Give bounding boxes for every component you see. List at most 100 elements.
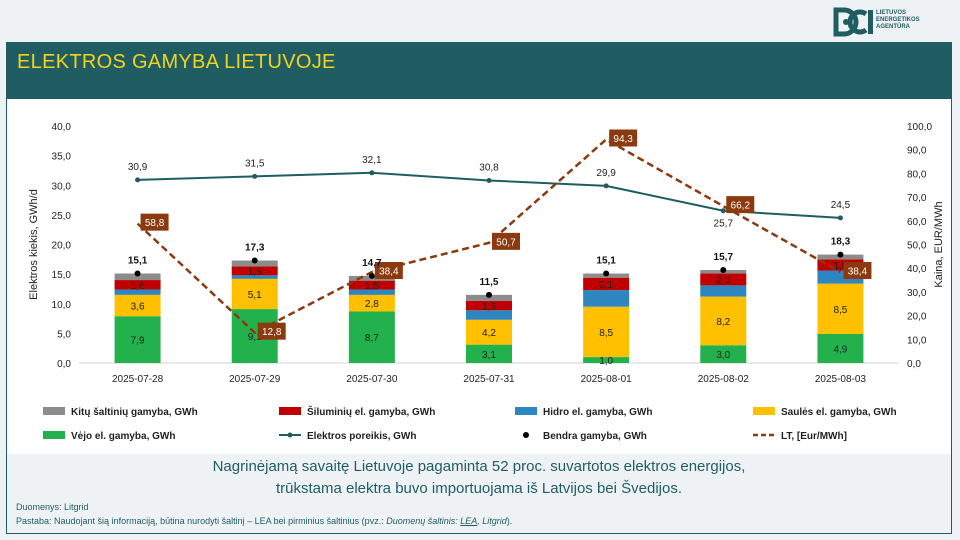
bar-solar: [348, 294, 395, 312]
bar-wind: [700, 345, 747, 363]
bar-solar: [583, 306, 630, 358]
bar-value-label: 2,1: [599, 280, 613, 291]
legend-label: Elektros poreikis, GWh: [307, 431, 416, 442]
price-label-box: [609, 129, 638, 147]
bar-thermal: [466, 300, 512, 311]
price-label-box: [257, 322, 286, 340]
price-label-box: [843, 261, 872, 279]
bar-value-label: 3,1: [482, 350, 496, 361]
total-label: 15,1: [596, 256, 616, 267]
y-tick-label: 20,0: [52, 241, 72, 252]
total-label: 17,3: [245, 242, 265, 253]
bar-solar: [817, 283, 864, 334]
bar-value-label: 8,7: [365, 333, 379, 344]
bar-value-label: 4,9: [833, 344, 847, 355]
bar-thermal: [583, 277, 630, 291]
price-label-box: [140, 213, 169, 231]
y-tick-label: 15,0: [52, 270, 72, 281]
slide-header: ELEKTROS GAMYBA LIETUVOJE: [7, 43, 951, 99]
usage-note: Pastaba: Naudojant šią informaciją, būti…: [16, 516, 512, 526]
bar-hydro: [348, 289, 395, 295]
legend-label: Bendra gamyba, GWh: [543, 431, 647, 442]
y2-tick-label: 10,0: [907, 335, 927, 346]
summary-line2: trūkstama elektra buvo importuojama iš L…: [275, 480, 683, 497]
chart-area: 0,0 5,0 10,0 15,0 20,0 25,0 30,0 35,0 40,0 0,0 10,…: [7, 99, 951, 454]
total-label: 14,7: [362, 258, 382, 269]
price-label: 50,7: [496, 237, 516, 248]
bar-value-label: 8,5: [599, 328, 613, 339]
y-tick-label: 10,0: [52, 300, 72, 311]
bar-thermal: [114, 280, 161, 290]
bar-solar: [466, 319, 512, 345]
legend-swatch-point: [287, 432, 293, 438]
bar-value-label: 1,9: [833, 261, 847, 272]
note-italic2: , Litgrid: [477, 516, 507, 526]
total-point: [368, 272, 375, 279]
y2-tick-label: 40,0: [907, 264, 927, 275]
demand-point: [486, 178, 492, 184]
demand-point: [135, 177, 141, 183]
bar-thermal: [231, 266, 278, 276]
price-label: 66,2: [731, 201, 751, 212]
bar-thermal: [700, 273, 747, 286]
price-label: 94,3: [613, 134, 633, 145]
total-point: [603, 270, 610, 277]
y2-tick-label: 60,0: [907, 217, 927, 228]
total-label: 11,5: [480, 277, 499, 288]
price-label-box: [726, 196, 755, 214]
x-tick-label: 2025-08-02: [698, 374, 750, 385]
demand-point: [837, 215, 843, 221]
bar-value-label: 1,5: [248, 267, 262, 278]
bar-value-label: 4,2: [482, 328, 496, 339]
total-point: [251, 257, 258, 264]
bar-value-label: 3,6: [131, 302, 145, 313]
price-label-box: [492, 232, 520, 250]
x-tick-label: 2025-07-30: [346, 374, 398, 385]
demand-label: 32,1: [362, 155, 382, 166]
bar-hydro: [700, 285, 747, 297]
legend-label: Kitų šaltinių gamyba, GWh: [71, 407, 198, 418]
y-tick-label: 25,0: [52, 211, 72, 222]
x-tick-label: 2025-08-03: [815, 374, 867, 385]
total-point: [720, 266, 727, 273]
legend-swatch-hydro: [515, 407, 537, 415]
bar-solar: [231, 278, 278, 310]
demand-label: 29,9: [596, 168, 616, 179]
bar-hydro: [114, 289, 161, 295]
price-line: [136, 137, 842, 335]
price-label: 58,8: [145, 218, 165, 229]
summary-line1: Nagrinėjamą savaitę Lietuvoje pagaminta …: [212, 458, 746, 475]
y2-tick-label: 0,0: [907, 359, 921, 370]
demand-point: [369, 170, 375, 176]
price-label: 38,4: [379, 266, 399, 277]
data-source: Duomenys: Litgrid: [16, 502, 89, 512]
bar-hydro: [583, 290, 630, 307]
demand-point: [720, 208, 726, 214]
y-tick-label: 40,0: [52, 122, 72, 133]
x-tick-label: 2025-07-28: [112, 374, 164, 385]
bar-value-label: 8,5: [833, 305, 847, 316]
bar-wind: [348, 311, 395, 363]
production-chart: 0,0 5,0 10,0 15,0 20,0 25,0 30,0 35,0 40,0 0,0 10,…: [28, 122, 945, 442]
legend-swatch-thermal: [279, 407, 301, 415]
bar-value-label: 7,9: [131, 336, 145, 347]
y2-tick-label: 70,0: [907, 193, 927, 204]
y2-tick-label: 100,0: [907, 122, 932, 133]
x-tick-label: 2025-07-29: [229, 374, 281, 385]
y2-tick-label: 50,0: [907, 241, 927, 252]
y-tick-label: 35,0: [52, 152, 72, 163]
y-tick-label: 0,0: [57, 359, 71, 370]
y2-axis-title: Kaina, EUR/MWh: [933, 201, 945, 287]
note-italic: Duomenų šaltinis:: [386, 516, 461, 526]
bar-hydro: [466, 310, 512, 320]
legend-label: Hidro el. gamyba, GWh: [543, 407, 652, 418]
bar-wind: [466, 344, 512, 363]
legend-swatch-other: [43, 407, 65, 415]
y2-tick-label: 80,0: [907, 169, 927, 180]
price-label-box: [374, 261, 403, 279]
demand-label: 30,8: [479, 163, 499, 174]
legend-label: Šiluminių el. gamyba, GWh: [307, 405, 435, 418]
total-point: [486, 291, 492, 298]
lea-link[interactable]: LEA: [460, 516, 478, 526]
bar-solar: [700, 296, 747, 346]
